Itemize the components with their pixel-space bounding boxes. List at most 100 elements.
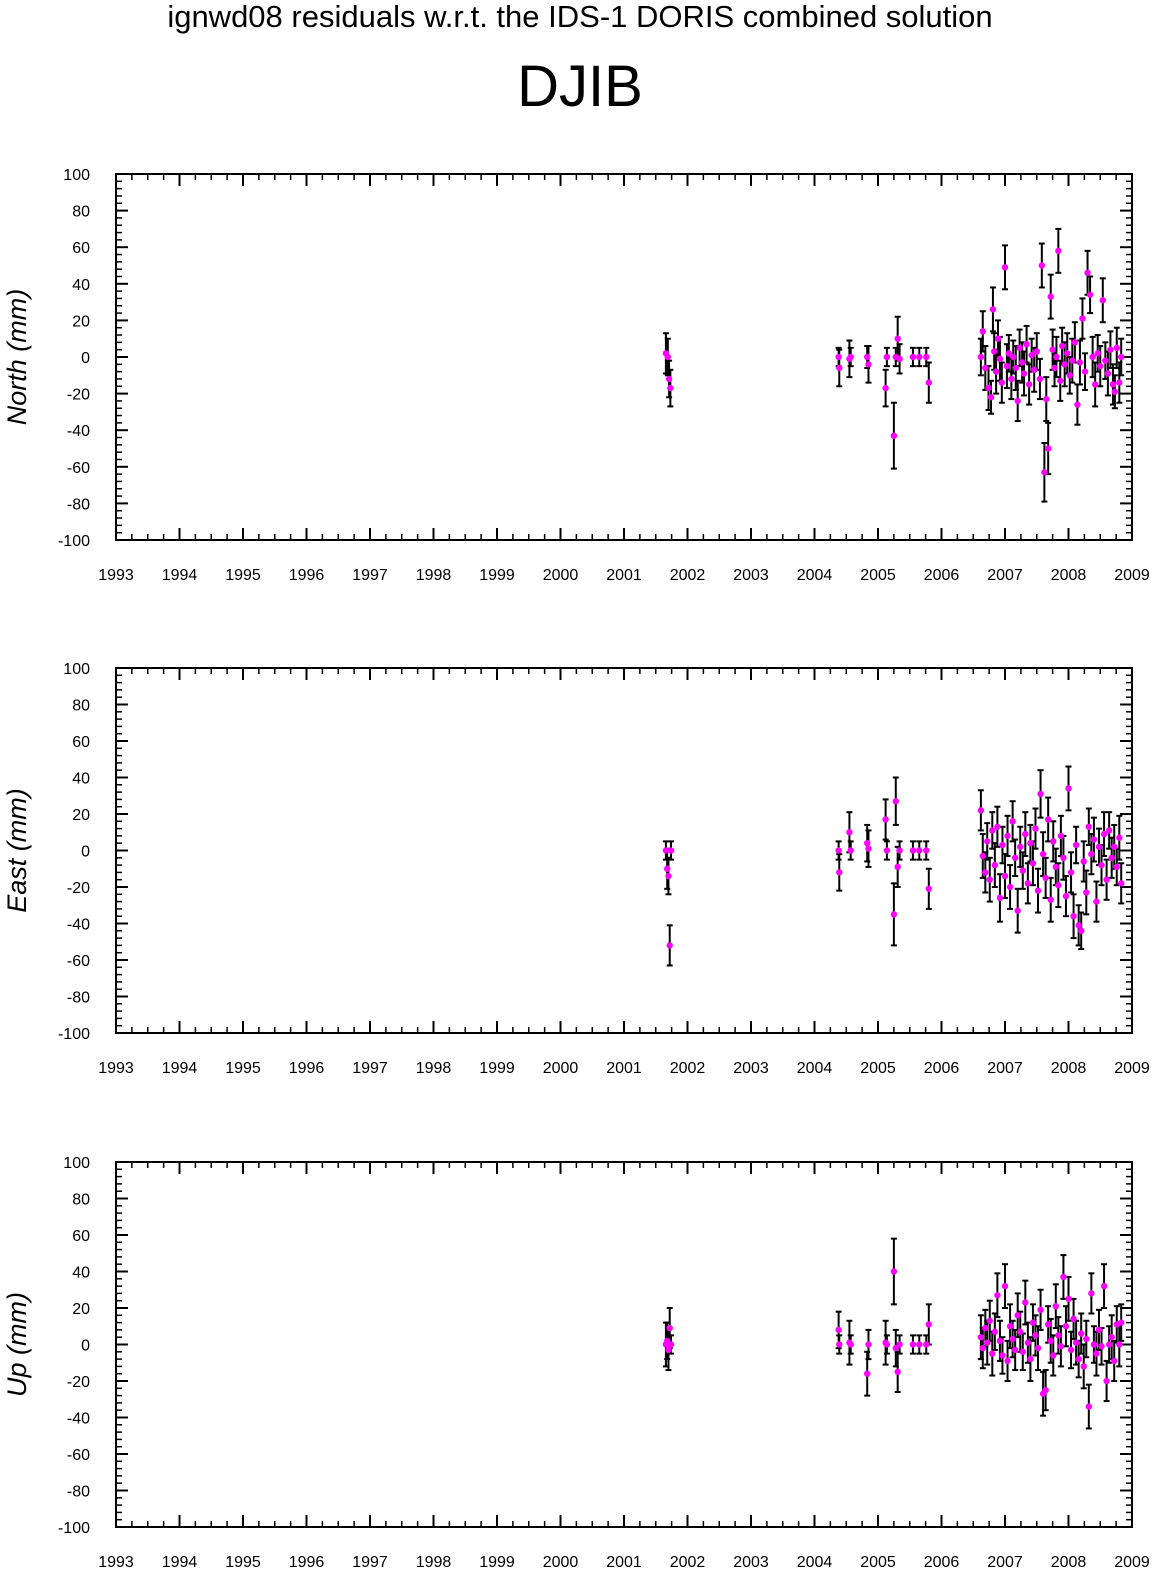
y-tick-label: -20 — [67, 1374, 90, 1391]
data-point — [1060, 854, 1067, 861]
data-point — [1036, 375, 1044, 383]
data-point — [1083, 1335, 1090, 1343]
data-point — [1051, 364, 1058, 372]
data-point — [1111, 388, 1119, 395]
data-point — [925, 885, 932, 893]
data-point — [1118, 353, 1125, 361]
x-tick-label: 1996 — [289, 567, 325, 584]
data-point — [1075, 922, 1082, 929]
data-point — [1049, 346, 1056, 353]
data-point — [991, 348, 998, 355]
data-point — [1033, 348, 1040, 355]
data-point — [1055, 1332, 1062, 1339]
data-point — [1089, 353, 1096, 361]
x-tick-label: 2002 — [670, 567, 706, 584]
x-tick-label: 1998 — [416, 567, 452, 584]
data-point — [1108, 854, 1115, 861]
y-tick-label: -80 — [67, 990, 90, 1007]
data-point — [890, 1268, 898, 1275]
data-point — [1053, 353, 1060, 361]
data-point — [1043, 395, 1050, 403]
data-point — [883, 847, 891, 854]
x-tick-label: 2001 — [606, 567, 642, 584]
x-tick-label: 1999 — [479, 567, 515, 584]
panel-1: 1993 1994 1995 1996 1997 1998 1999 2000 2001 2002… — [2, 661, 1150, 1077]
data-point — [1014, 397, 1021, 405]
data-point — [864, 353, 871, 361]
data-point — [1085, 1403, 1093, 1410]
y-tick-label: -100 — [58, 1520, 90, 1537]
x-tick-label: 2000 — [543, 1060, 579, 1077]
data-point — [666, 942, 673, 949]
data-point — [1079, 315, 1086, 322]
x-tick-label: 2008 — [1051, 1060, 1087, 1077]
data-point — [1055, 247, 1062, 255]
data-point — [1084, 269, 1091, 277]
data-point — [909, 353, 917, 361]
y-tick-label: 80 — [72, 1192, 90, 1209]
data-point — [1004, 832, 1011, 840]
data-point — [1032, 825, 1039, 832]
data-point — [1105, 1341, 1113, 1348]
data-point — [1095, 843, 1103, 851]
panel-2: 1993 1994 1995 1996 1997 1998 1999 2000 2001 2002… — [2, 1155, 1150, 1571]
x-tick-label: 1996 — [289, 1060, 325, 1077]
data-point — [1001, 872, 1009, 880]
data-point — [665, 375, 673, 383]
data-point — [1116, 1341, 1123, 1348]
x-tick-label: 1995 — [225, 1554, 261, 1571]
data-point — [663, 865, 671, 872]
data-point — [991, 861, 999, 869]
data-point — [979, 852, 986, 860]
data-point — [989, 827, 996, 834]
data-point — [667, 1341, 675, 1348]
data-point — [1072, 1339, 1080, 1346]
plot-frame — [115, 667, 1133, 1034]
data-point — [1055, 881, 1062, 889]
data-point — [1080, 1363, 1087, 1370]
x-tick-label: 1999 — [479, 1060, 515, 1077]
data-point — [1118, 880, 1125, 887]
data-point — [1038, 262, 1046, 269]
data-point — [1098, 1343, 1105, 1350]
data-point — [1069, 357, 1076, 364]
data-point — [1090, 836, 1098, 843]
data-point — [1091, 381, 1099, 388]
x-tick-label: 2001 — [606, 1554, 642, 1571]
data-point — [1099, 297, 1106, 304]
x-tick-label: 1993 — [98, 567, 134, 584]
data-point — [865, 361, 872, 368]
data-point — [1116, 379, 1123, 386]
data-point — [846, 829, 853, 836]
data-point — [989, 1350, 996, 1357]
y-tick-label: 60 — [72, 240, 90, 257]
data-point — [1029, 1319, 1037, 1326]
data-point — [1067, 869, 1075, 876]
x-tick-label: 1995 — [225, 567, 261, 584]
y-axis-label: North (mm) — [2, 289, 32, 426]
data-point — [896, 355, 903, 363]
data-point — [1006, 1323, 1014, 1330]
y-tick-label: -80 — [67, 496, 90, 513]
y-tick-label: 40 — [72, 277, 90, 294]
x-tick-label: 2005 — [860, 567, 896, 584]
x-tick-label: 2009 — [1114, 567, 1150, 584]
data-point — [665, 872, 672, 880]
y-tick-label: -40 — [67, 423, 90, 440]
data-point — [1062, 892, 1070, 900]
data-point — [662, 847, 670, 854]
data-point — [1113, 344, 1120, 352]
data-point — [1017, 843, 1024, 851]
data-point — [1095, 1326, 1103, 1334]
x-tick-label: 1993 — [98, 1554, 134, 1571]
data-point — [1034, 887, 1042, 894]
figure-title: ignwd08 residuals w.r.t. the IDS-1 DORIS… — [167, 0, 993, 34]
data-point — [664, 353, 672, 361]
data-point — [1034, 1344, 1042, 1352]
x-tick-label: 1997 — [352, 567, 388, 584]
x-tick-label: 2008 — [1051, 1554, 1087, 1571]
x-tick-label: 2001 — [606, 1060, 642, 1077]
data-point — [925, 1321, 932, 1328]
y-tick-label: 20 — [72, 1301, 90, 1318]
